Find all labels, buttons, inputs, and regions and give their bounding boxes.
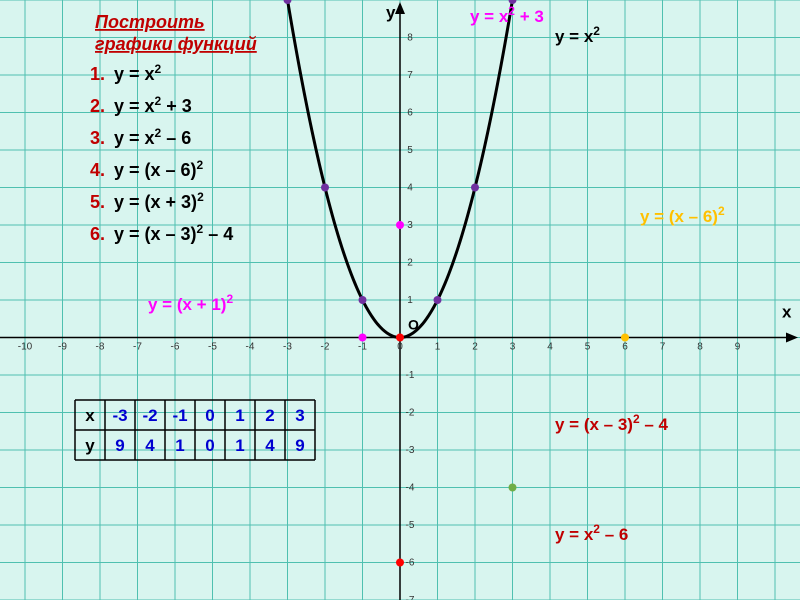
vertex-dot (396, 559, 404, 567)
svg-text:-1: -1 (406, 370, 415, 381)
list-function: y = x2 – 6 (114, 126, 191, 148)
vertex-dot (396, 334, 404, 342)
table-y-value: 9 (295, 436, 304, 455)
list-function: y = (x + 3)2 (114, 190, 204, 212)
list-function: y = x2 + 3 (114, 94, 192, 116)
table-x-value: -1 (172, 406, 187, 425)
svg-text:8: 8 (407, 33, 413, 44)
table-x-value: -3 (112, 406, 127, 425)
list-number: 6. (90, 224, 105, 244)
svg-text:5: 5 (585, 342, 591, 353)
svg-text:-4: -4 (246, 342, 255, 353)
chart-subtitle: графики функций (95, 34, 257, 54)
table-x-value: 3 (295, 406, 304, 425)
curve-label: y = x2 + 3 (470, 4, 544, 26)
svg-text:5: 5 (407, 145, 413, 156)
svg-text:1: 1 (435, 342, 441, 353)
svg-text:-3: -3 (406, 445, 415, 456)
svg-text:-8: -8 (96, 342, 105, 353)
table-y-value: 9 (115, 436, 124, 455)
svg-text:0: 0 (397, 342, 403, 353)
vertex-dot (359, 296, 367, 304)
svg-text:-10: -10 (18, 342, 33, 353)
svg-text:7: 7 (407, 70, 413, 81)
list-number: 3. (90, 128, 105, 148)
svg-text:y: y (386, 3, 396, 22)
vertex-dot (509, 484, 517, 492)
svg-text:-7: -7 (133, 342, 142, 353)
svg-text:8: 8 (697, 342, 703, 353)
svg-text:-7: -7 (406, 595, 415, 600)
list-function: y = (x – 3)2 – 4 (114, 222, 233, 244)
curve-label: y = x2 – 6 (555, 522, 628, 544)
svg-text:4: 4 (547, 342, 553, 353)
svg-text:4: 4 (407, 183, 413, 194)
vertex-dot (621, 334, 629, 342)
svg-text:2: 2 (407, 258, 413, 269)
table-y-value: 1 (235, 436, 244, 455)
list-number: 5. (90, 192, 105, 212)
vertex-dot (434, 296, 442, 304)
svg-text:3: 3 (407, 220, 413, 231)
svg-text:9: 9 (735, 342, 741, 353)
chart-title: Построить (95, 12, 205, 32)
curve-label: y = (x – 6)2 (640, 204, 725, 226)
svg-text:-6: -6 (171, 342, 180, 353)
svg-text:-2: -2 (406, 408, 415, 419)
svg-text:x: x (782, 303, 792, 322)
table-x-label: x (85, 406, 95, 425)
svg-text:3: 3 (510, 342, 516, 353)
svg-text:2: 2 (472, 342, 478, 353)
list-number: 1. (90, 64, 105, 84)
vertex-dot (396, 221, 404, 229)
table-y-value: 4 (145, 436, 155, 455)
table-x-value: -2 (142, 406, 157, 425)
svg-text:1: 1 (407, 295, 413, 306)
svg-text:-6: -6 (406, 558, 415, 569)
table-y-value: 0 (205, 436, 214, 455)
list-number: 2. (90, 96, 105, 116)
svg-text:-9: -9 (58, 342, 67, 353)
table-y-label: y (85, 436, 95, 455)
vertex-dot (359, 334, 367, 342)
svg-text:6: 6 (407, 108, 413, 119)
table-x-value: 0 (205, 406, 214, 425)
curve-label: y = (x – 3)2 – 4 (555, 412, 669, 434)
svg-text:7: 7 (660, 342, 666, 353)
svg-text:-2: -2 (321, 342, 330, 353)
list-number: 4. (90, 160, 105, 180)
svg-text:-4: -4 (406, 483, 415, 494)
table-x-value: 1 (235, 406, 244, 425)
list-function: y = x2 (114, 62, 162, 84)
chart-container: { "canvas": { "width": 800, "height": 60… (0, 0, 800, 600)
curve-label: y = (x + 1)2 (148, 292, 233, 314)
svg-text:6: 6 (622, 342, 628, 353)
table-y-value: 4 (265, 436, 275, 455)
svg-text:-1: -1 (358, 342, 367, 353)
table-x-value: 2 (265, 406, 274, 425)
coordinate-chart: -10-9-8-7-6-5-4-3-2-10123456789-7-6-5-4-… (0, 0, 800, 600)
vertex-dot (471, 184, 479, 192)
list-function: y = (x – 6)2 (114, 158, 204, 180)
vertex-dot (321, 184, 329, 192)
svg-text:-5: -5 (406, 520, 415, 531)
svg-text:-5: -5 (208, 342, 217, 353)
svg-text:-3: -3 (283, 342, 292, 353)
table-y-value: 1 (175, 436, 184, 455)
